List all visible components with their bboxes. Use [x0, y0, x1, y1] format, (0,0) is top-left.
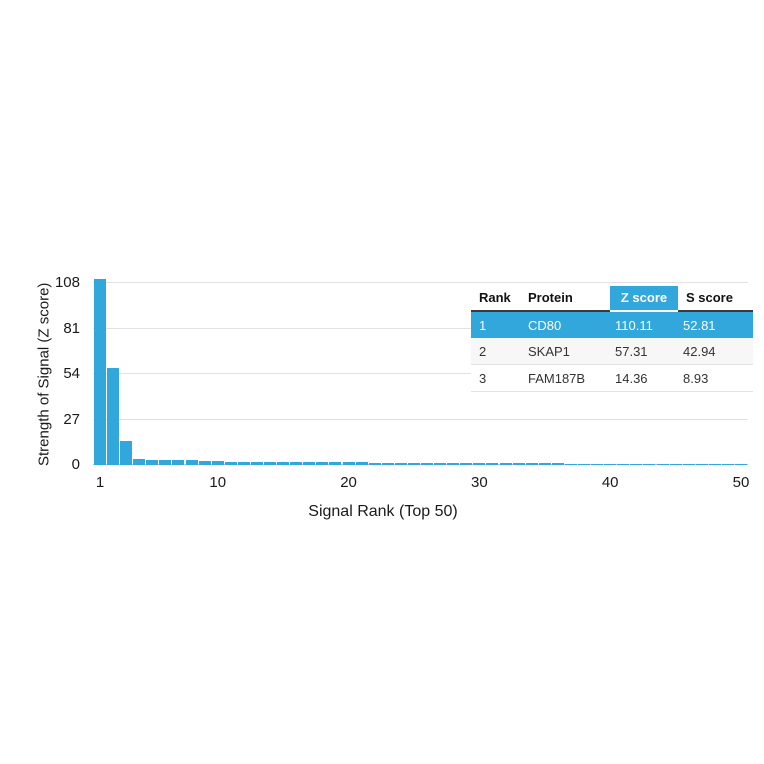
bar — [250, 461, 263, 465]
bar — [329, 462, 342, 465]
cell-rank: 3 — [479, 370, 487, 386]
bar — [473, 462, 486, 465]
bar — [630, 463, 643, 465]
gridline — [93, 282, 748, 283]
bar — [669, 463, 682, 465]
cell-s-score: 42.94 — [683, 343, 716, 359]
bar — [564, 463, 577, 465]
bar — [94, 279, 106, 465]
bar — [460, 462, 473, 465]
bar — [264, 461, 277, 465]
bar — [421, 462, 434, 465]
gridline — [93, 373, 748, 374]
bar — [172, 459, 185, 465]
bar — [107, 368, 120, 465]
gridline — [93, 418, 748, 420]
bar — [434, 462, 447, 465]
plot-area — [93, 279, 748, 465]
bar — [591, 463, 604, 465]
bar — [447, 462, 460, 465]
y-tick-label: 27 — [63, 410, 80, 428]
y-tick-label: 81 — [63, 319, 80, 337]
bar — [120, 440, 133, 465]
y-tick-label: 108 — [54, 274, 80, 291]
bar — [146, 459, 159, 465]
bar — [198, 461, 211, 465]
x-tick-label: 40 — [601, 474, 619, 491]
bar — [721, 463, 734, 465]
gridline — [93, 327, 748, 329]
x-tick-label: 10 — [209, 474, 227, 491]
cell-protein: FAM187B — [528, 370, 586, 386]
y-tick-label: 54 — [63, 365, 80, 382]
cell-rank: 1 — [479, 317, 487, 333]
bar — [159, 459, 172, 465]
cell-z-score: 57.31 — [615, 343, 648, 359]
bar — [303, 462, 316, 465]
bar — [407, 462, 420, 465]
header-z-score: Z score — [610, 286, 678, 312]
bar — [551, 463, 564, 465]
header-s-score: S score — [678, 286, 753, 312]
bar — [695, 463, 708, 465]
bar — [538, 463, 551, 465]
bar — [316, 462, 329, 465]
bar — [277, 461, 290, 465]
bar — [133, 459, 146, 465]
x-tick-label: 50 — [732, 474, 750, 491]
bar — [290, 462, 303, 465]
bar — [355, 462, 368, 465]
cell-rank: 2 — [479, 343, 487, 359]
bar — [735, 463, 748, 465]
bar — [486, 463, 499, 465]
table-row: 3 FAM187B 14.36 8.93 — [471, 365, 753, 392]
protein-rank-table: Rank Protein Z score S score 1 CD80 110.… — [471, 286, 753, 392]
bar — [342, 462, 355, 465]
cell-s-score: 52.81 — [683, 317, 716, 333]
bar — [708, 463, 721, 465]
bar — [617, 463, 630, 465]
bar — [499, 463, 512, 465]
bar — [394, 462, 407, 465]
bar — [578, 463, 591, 465]
header-rank: Rank — [471, 286, 520, 312]
y-tick-label: 0 — [71, 456, 80, 473]
cell-z-score: 110.11 — [615, 317, 653, 333]
bar — [656, 463, 669, 465]
bar — [512, 463, 525, 465]
cell-protein: SKAP1 — [528, 343, 570, 359]
x-axis-title: Signal Rank (Top 50) — [308, 503, 458, 520]
bar — [185, 460, 198, 465]
bar — [682, 463, 695, 465]
bar — [604, 463, 617, 465]
bar — [381, 462, 394, 465]
bar — [224, 461, 237, 465]
bar — [237, 461, 250, 465]
cell-protein: CD80 — [528, 317, 562, 333]
x-tick-label: 20 — [340, 474, 357, 491]
x-axis-line — [93, 464, 748, 465]
header-protein: Protein — [520, 286, 610, 312]
bar — [368, 462, 381, 465]
x-tick-label: 1 — [95, 474, 105, 491]
bar — [211, 461, 224, 465]
table-row: 2 SKAP1 57.31 42.94 — [471, 338, 753, 365]
bar — [525, 463, 538, 465]
bar — [643, 463, 656, 465]
x-tick-label: 30 — [471, 474, 488, 491]
table-row-highlighted: 1 CD80 110.11 52.81 — [471, 312, 753, 338]
table-header-row: Rank Protein Z score S score — [471, 286, 753, 312]
cell-s-score: 8.93 — [683, 370, 709, 386]
cell-z-score: 14.36 — [615, 370, 648, 386]
